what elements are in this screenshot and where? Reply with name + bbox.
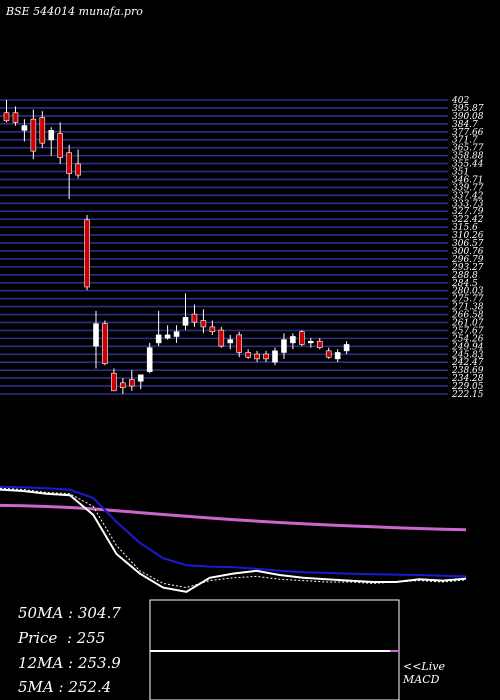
candle-body bbox=[254, 353, 260, 360]
candle-body bbox=[325, 350, 332, 358]
price-label: 346.71 bbox=[452, 175, 484, 185]
macd-panel bbox=[149, 599, 400, 700]
chart-title: BSE 544014 munafa.pro bbox=[6, 5, 143, 18]
stat-50ma: 50MA : 304.7 bbox=[18, 604, 121, 622]
price-label: 300.76 bbox=[452, 247, 484, 257]
price-axis-labels: 402395.87390.08384.7377.66371.7365.77358… bbox=[451, 96, 484, 400]
price-label: 306.57 bbox=[452, 239, 484, 249]
price-label: 271.38 bbox=[451, 303, 484, 313]
candle-body bbox=[227, 339, 234, 344]
candle-body bbox=[155, 334, 162, 344]
candle-body bbox=[3, 112, 10, 122]
candle-body bbox=[102, 323, 108, 364]
candle-body bbox=[120, 382, 126, 388]
price-label: 327.79 bbox=[452, 207, 484, 217]
candle-body bbox=[173, 331, 180, 337]
price-label: 384.7 bbox=[452, 120, 478, 130]
price-label: 288.8 bbox=[451, 271, 478, 281]
price-label: 390.08 bbox=[452, 112, 484, 122]
stat-12ma: 12MA : 253.9 bbox=[18, 654, 121, 672]
price-label: 296.79 bbox=[451, 255, 484, 265]
candle-body bbox=[39, 117, 46, 144]
price-label: 257.67 bbox=[451, 326, 484, 336]
candle-body bbox=[129, 379, 135, 387]
candle-body bbox=[245, 352, 251, 358]
candle-body bbox=[164, 334, 171, 339]
candle-body bbox=[236, 334, 242, 353]
macd-live-label: <<Live MACD bbox=[403, 660, 445, 686]
ma-long-line bbox=[0, 503, 467, 532]
price-label: 315.6 bbox=[452, 223, 478, 233]
price-label: 395.87 bbox=[452, 104, 484, 114]
price-label: 261.07 bbox=[451, 318, 484, 328]
price-label: 333.73 bbox=[452, 199, 484, 209]
candle-body bbox=[75, 163, 81, 176]
candle-body bbox=[272, 350, 278, 363]
price-label: 365.77 bbox=[452, 144, 484, 154]
candle-body bbox=[93, 323, 99, 347]
candle-body bbox=[307, 340, 314, 344]
price-label: 339.77 bbox=[452, 183, 484, 193]
price-label: 229.05 bbox=[451, 382, 484, 392]
candle-body bbox=[191, 313, 198, 323]
price-label: 238.69 bbox=[451, 366, 484, 376]
candle-body bbox=[299, 331, 305, 345]
price-label: 266.58 bbox=[451, 311, 484, 321]
price-label: 355.44 bbox=[452, 160, 484, 170]
price-label: 280.03 bbox=[451, 287, 484, 297]
candle-body bbox=[290, 336, 296, 344]
moving-average-panel bbox=[0, 485, 467, 593]
price-label: 377.66 bbox=[452, 128, 484, 138]
price-label: 222.15 bbox=[451, 390, 484, 400]
price-label: 293.27 bbox=[451, 263, 484, 273]
candle-body bbox=[281, 339, 287, 353]
candle-body bbox=[66, 152, 72, 174]
price-grid bbox=[0, 99, 448, 395]
candle-body bbox=[182, 317, 189, 326]
candle-body bbox=[343, 344, 350, 352]
candle-body bbox=[48, 130, 55, 141]
price-label: 310.26 bbox=[452, 231, 484, 241]
price-label: 371.7 bbox=[452, 136, 478, 146]
candle-body bbox=[137, 374, 144, 382]
price-label: 322.42 bbox=[452, 215, 484, 225]
price-label: 249.94 bbox=[451, 342, 484, 352]
candlestick-series bbox=[3, 100, 350, 394]
candle-body bbox=[316, 340, 323, 348]
ma-short-line bbox=[0, 488, 467, 593]
price-label: 358.88 bbox=[452, 152, 484, 162]
candle-body bbox=[111, 372, 117, 392]
candle-body bbox=[21, 125, 28, 131]
price-label: 254.26 bbox=[451, 334, 484, 344]
stat-price: Price : 255 bbox=[18, 629, 106, 647]
candle-body bbox=[57, 133, 64, 158]
candle-body bbox=[334, 352, 341, 360]
price-label: 234.28 bbox=[451, 374, 484, 384]
candle-body bbox=[200, 320, 207, 328]
price-label: 284.5 bbox=[451, 279, 478, 289]
candle-body bbox=[30, 118, 37, 152]
price-label: 275.77 bbox=[451, 295, 484, 305]
candle-body bbox=[209, 326, 216, 332]
price-label: 245.83 bbox=[451, 350, 484, 360]
price-label: 242.47 bbox=[451, 358, 484, 368]
price-label: 402 bbox=[451, 96, 469, 106]
price-label: 351 bbox=[452, 168, 469, 178]
candle-body bbox=[263, 353, 269, 360]
candle-body bbox=[146, 347, 153, 372]
candle-body bbox=[218, 329, 225, 347]
candle-body bbox=[84, 219, 90, 288]
candle-body bbox=[12, 112, 19, 123]
price-label: 337.42 bbox=[452, 191, 484, 201]
ma-mid-line bbox=[0, 485, 467, 578]
stat-5ma: 5MA : 252.4 bbox=[18, 678, 112, 696]
